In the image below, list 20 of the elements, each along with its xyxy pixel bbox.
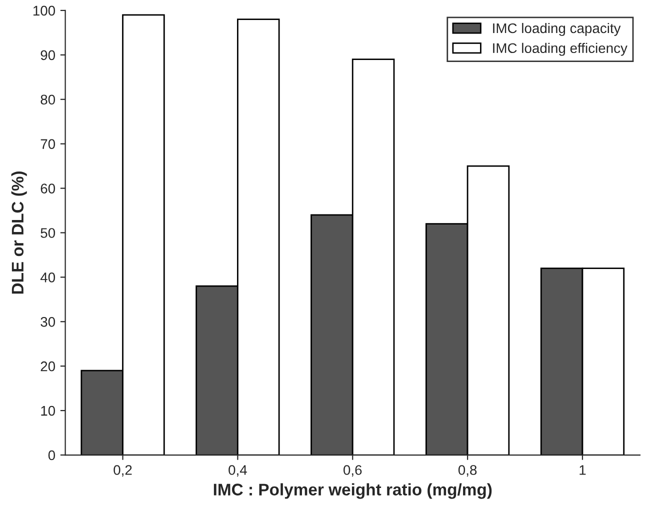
y-tick-label: 20 [40,361,56,372]
x-axis-title: IMC : Polymer weight ratio (mg/mg) [214,483,492,499]
x-tick-label: 0,2 [114,465,132,477]
x-tick-label: 0,6 [344,465,362,477]
y-tick-label: 50 [40,228,56,238]
x-tick-label: 0,8 [458,465,477,477]
y-tick-label: 30 [40,316,56,327]
legend-label: IMC loading capacity [493,22,621,36]
y-axis-title: DLE or DLC (%) [11,172,27,294]
y-tick-label: 10 [41,406,56,416]
x-tick-label: 0,4 [228,465,247,477]
y-tick-label: 80 [40,94,56,105]
legend-label: IMC loading efficiency [493,42,628,56]
x-tick-label: 1 [580,465,586,475]
y-tick-label: 40 [40,272,56,282]
y-tick-label: 100 [33,6,56,16]
y-tick-label: 90 [40,50,56,60]
y-tick-label: 70 [40,139,56,149]
y-tick-label: 60 [40,184,56,194]
y-tick-label: 0 [48,450,56,460]
